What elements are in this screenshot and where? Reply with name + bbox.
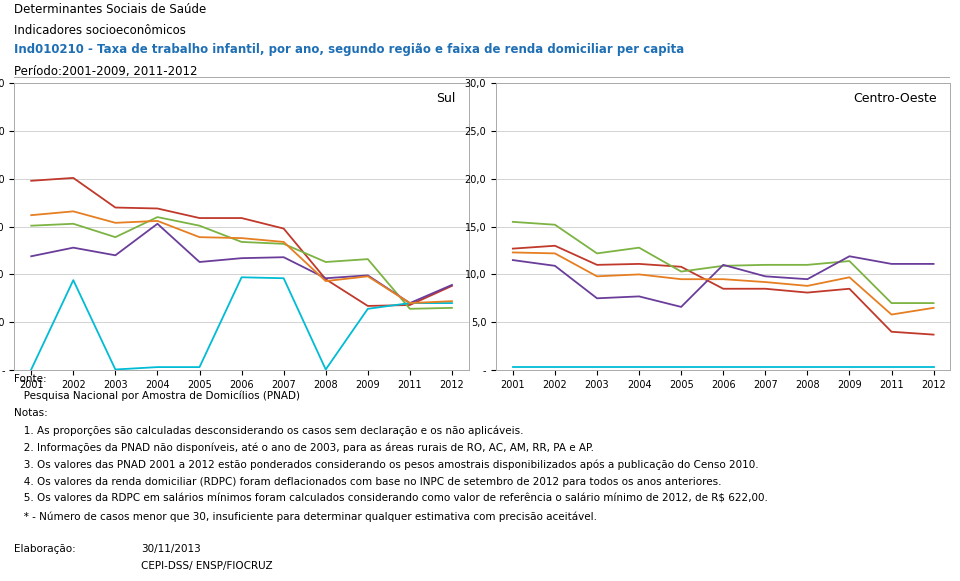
Legend: Até 1/2 SM, Até 1 SM, Até 2 SM, 2 SM ou mais, Total: Até 1/2 SM, Até 1 SM, Até 2 SM, 2 SM ou …: [548, 146, 655, 227]
Text: Indicadores socioeconômicos: Indicadores socioeconômicos: [14, 24, 186, 37]
Text: 3. Os valores das PNAD 2001 a 2012 estão ponderados considerando os pesos amostr: 3. Os valores das PNAD 2001 a 2012 estão…: [14, 460, 759, 470]
Text: Período:2001-2009, 2011-2012: Período:2001-2009, 2011-2012: [14, 65, 198, 78]
Text: 30/11/2013: 30/11/2013: [141, 544, 201, 554]
Text: 5. Os valores da RDPC em salários mínimos foram calculados considerando como val: 5. Os valores da RDPC em salários mínimo…: [14, 494, 768, 504]
Text: Elaboração:: Elaboração:: [14, 544, 76, 554]
Text: Ind010210 - Taxa de trabalho infantil, por ano, segundo região e faixa de renda : Ind010210 - Taxa de trabalho infantil, p…: [14, 43, 684, 56]
Text: Notas:: Notas:: [14, 408, 48, 418]
Text: Sul: Sul: [436, 92, 455, 105]
Text: Determinantes Sociais de Saúde: Determinantes Sociais de Saúde: [14, 3, 206, 16]
Text: 2. Informações da PNAD não disponíveis, até o ano de 2003, para as áreas rurais : 2. Informações da PNAD não disponíveis, …: [14, 442, 594, 453]
Text: Centro-Oeste: Centro-Oeste: [853, 92, 937, 105]
Text: Fonte:: Fonte:: [14, 374, 47, 384]
Text: 1. As proporções são calculadas desconsiderando os casos sem declaração e os não: 1. As proporções são calculadas desconsi…: [14, 425, 524, 436]
Text: * - Número de casos menor que 30, insuficiente para determinar qualquer estimati: * - Número de casos menor que 30, insufi…: [14, 511, 597, 522]
Text: 4. Os valores da renda domiciliar (RDPC) foram deflacionados com base no INPC de: 4. Os valores da renda domiciliar (RDPC)…: [14, 477, 722, 487]
Text: Pesquisa Nacional por Amostra de Domicílios (PNAD): Pesquisa Nacional por Amostra de Domicíl…: [14, 391, 300, 401]
Text: CEPI-DSS/ ENSP/FIOCRUZ: CEPI-DSS/ ENSP/FIOCRUZ: [141, 561, 273, 571]
